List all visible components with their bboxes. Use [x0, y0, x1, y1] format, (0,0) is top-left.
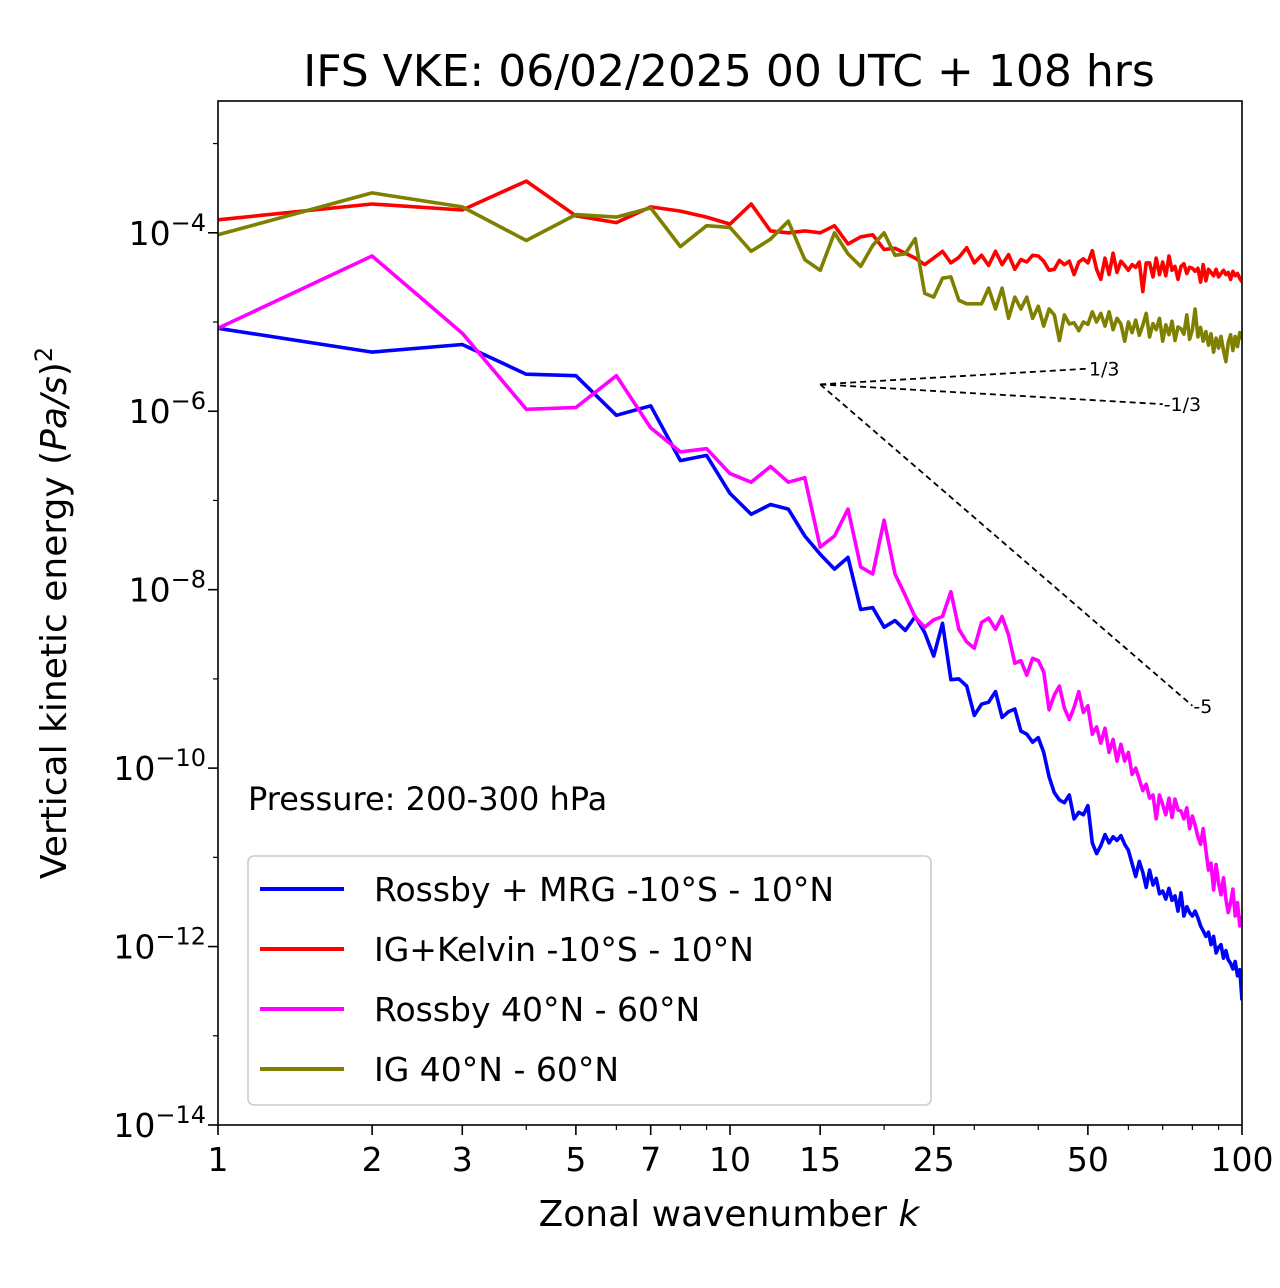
x-tick-label: 100 [1211, 1140, 1274, 1179]
y-tick-base: 10 [129, 392, 171, 431]
y-tick-exponent: −8 [171, 566, 206, 594]
series-line-1 [218, 326, 1242, 1001]
y-tick-label: 10−10 [113, 744, 206, 788]
reference-slope-label: -1/3 [1164, 394, 1201, 416]
y-tick-label: 10−14 [113, 1101, 206, 1145]
x-tick-label: 25 [913, 1140, 955, 1179]
y-tick-base: 10 [113, 1106, 155, 1145]
y-tick-exponent: −14 [155, 1101, 206, 1129]
y-tick-base: 10 [113, 749, 155, 788]
reference-slope-label: -5 [1193, 696, 1212, 718]
x-tick-label: 1 [208, 1140, 229, 1179]
x-tick-label: 2 [362, 1140, 383, 1179]
x-axis-ticks: 1 2 3 5 7 10 15 25 50 100 [208, 1125, 1274, 1179]
y-tick-exponent: −6 [171, 387, 206, 415]
legend-entry: Rossby 40°N - 60°N [374, 990, 700, 1029]
y-tick-exponent: −4 [171, 209, 206, 237]
series-line-4 [218, 191, 1242, 364]
y-tick-exponent: −10 [155, 744, 206, 772]
legend-box [247, 855, 932, 1106]
x-tick-label: 50 [1067, 1140, 1109, 1179]
x-tick-label: 15 [799, 1140, 841, 1179]
legend-entry: Rossby + MRG -10°S - 10°N [374, 870, 834, 909]
reference-slope-line [820, 383, 1163, 406]
y-tick-label: 10−6 [129, 387, 206, 431]
y-tick-label: 10−12 [113, 923, 206, 967]
legend-entry: IG+Kelvin -10°S - 10°N [374, 930, 754, 969]
y-tick-label: 10−8 [129, 566, 206, 610]
x-tick-label: 5 [565, 1140, 586, 1179]
y-tick-base: 10 [113, 928, 155, 967]
y-axis-label: Vertical kinetic energy (Pa/s)2 [30, 347, 75, 879]
y-tick-exponent: −12 [155, 923, 206, 951]
reference-slope-line [820, 367, 1088, 386]
chart-title: IFS VKE: 06/02/2025 00 UTC + 108 hrs [303, 46, 1155, 97]
x-tick-label: 10 [709, 1140, 751, 1179]
y-tick-base: 10 [129, 214, 171, 253]
y-tick-label: 10−4 [129, 209, 206, 253]
series-line-3 [218, 254, 1242, 928]
legend-entry: IG 40°N - 60°N [374, 1050, 619, 1089]
reference-slope-label: 1/3 [1089, 359, 1120, 381]
x-tick-label: 3 [452, 1140, 473, 1179]
pressure-annotation: Pressure: 200-300 hPa [248, 780, 607, 818]
series-layer [218, 179, 1242, 1001]
legend: Rossby + MRG -10°S - 10°N IG+Kelvin -10°S… [247, 855, 932, 1106]
x-tick-label: 7 [640, 1140, 661, 1179]
reference-slope-line [819, 383, 1193, 707]
x-axis-label: Zonal wavenumber k [539, 1194, 922, 1235]
reference-slopes: 1/3 -1/3 -5 [819, 359, 1212, 718]
series-line-2 [218, 179, 1242, 294]
y-tick-base: 10 [129, 571, 171, 610]
